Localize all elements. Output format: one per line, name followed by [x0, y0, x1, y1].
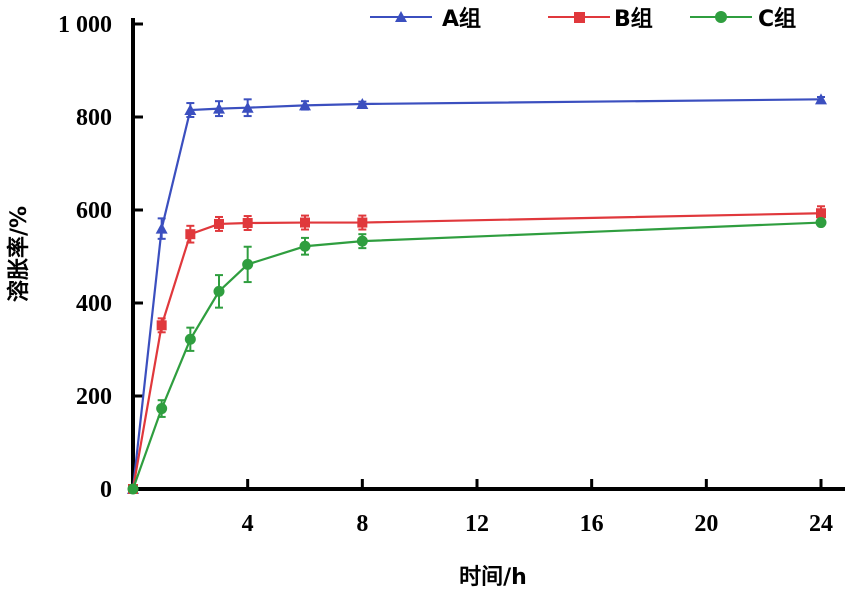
- legend-item-a: A组: [370, 6, 481, 32]
- data-point: [213, 102, 225, 114]
- series-line: [131, 98, 822, 490]
- x-tick-label: 20: [694, 511, 718, 537]
- data-point: [300, 217, 310, 228]
- data-point: [356, 235, 368, 247]
- y-tick-label: 200: [76, 384, 112, 410]
- data-point: [213, 285, 225, 297]
- legend-label-c: C组: [758, 6, 796, 32]
- data-point: [816, 208, 826, 219]
- y-tick-label: 0: [100, 477, 112, 503]
- y-axis-ticks: 0 200 400 600 800 1 000: [58, 12, 143, 503]
- data-point: [214, 218, 224, 229]
- series-3: [127, 217, 827, 495]
- x-axis-title: 时间/h: [459, 565, 527, 590]
- data-point: [357, 217, 368, 228]
- series-line: [131, 221, 822, 490]
- x-tick-label: 12: [465, 511, 489, 537]
- legend-label-b: B组: [614, 6, 653, 32]
- data-point: [241, 101, 254, 113]
- data-point: [127, 483, 139, 495]
- y-tick-label: 400: [76, 291, 112, 317]
- legend-item-c: C组: [690, 6, 796, 32]
- y-axis-title: 溶胀率/%: [6, 206, 32, 302]
- y-tick-label: 800: [76, 105, 112, 131]
- data-point: [156, 403, 168, 415]
- data-point: [299, 240, 311, 252]
- legend-marker-b: [574, 12, 585, 23]
- legend-marker-a: [395, 11, 407, 22]
- data-point: [242, 258, 254, 270]
- data-point: [815, 217, 827, 229]
- x-tick-label: 24: [809, 511, 833, 537]
- y-tick-label: 600: [76, 198, 112, 224]
- data-point: [184, 104, 197, 116]
- x-tick-label: 4: [242, 511, 254, 537]
- data-point: [184, 333, 196, 345]
- legend-marker-c: [715, 11, 727, 23]
- series-line: [131, 212, 822, 490]
- data-point: [155, 222, 168, 234]
- x-tick-label: 16: [580, 511, 604, 537]
- legend: A组 B组 C组: [370, 6, 796, 32]
- y-tick-label: 1 000: [58, 12, 112, 38]
- x-axis-ticks: 4 8 12 16 20 24: [242, 479, 833, 537]
- data-point: [815, 93, 827, 105]
- legend-item-b: B组: [548, 6, 653, 32]
- data-point: [156, 320, 167, 331]
- series-1: [127, 93, 827, 494]
- data-point: [356, 97, 369, 109]
- data-point: [242, 218, 253, 229]
- series-2: [128, 205, 826, 494]
- x-tick-label: 8: [356, 511, 368, 537]
- legend-label-a: A组: [442, 6, 481, 32]
- data-point: [185, 229, 196, 240]
- data-point: [299, 99, 311, 111]
- series-layer: [127, 93, 827, 495]
